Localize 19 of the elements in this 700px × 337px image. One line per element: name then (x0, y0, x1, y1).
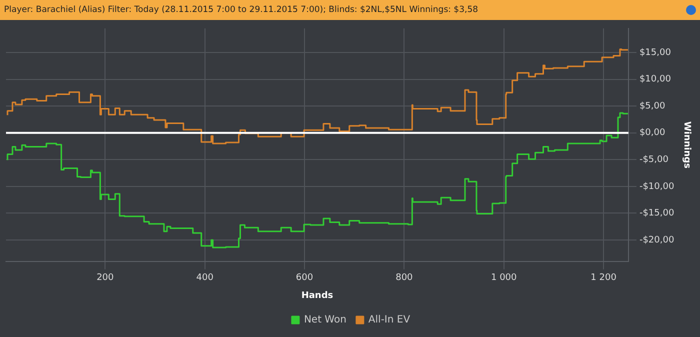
legend-label: All-In EV (368, 314, 410, 326)
y-tick-label: -$10,00 (639, 182, 674, 192)
x-tick-label: 200 (96, 273, 114, 284)
y-tick-label: -$5,00 (639, 154, 669, 165)
x-tick-label: 1 000 (490, 273, 518, 284)
y-tick-label: $10,00 (639, 74, 672, 85)
y-tick-label: $15,00 (639, 48, 672, 58)
x-tick-label: 800 (396, 273, 414, 284)
legend-label: Net Won (304, 314, 346, 326)
x-tick-label: 1 200 (590, 273, 617, 284)
x-tick-label: 400 (196, 273, 214, 284)
chart-title: Player: Barachiel (Alias) Filter: Today (28.11.2015 7:00 to 29.11.2015 7:00); Blinds: $2NL,$5NL Winnings: $3,58 (4, 5, 478, 15)
x-tick-label: 600 (296, 273, 314, 284)
x-axis-title: Hands (301, 290, 334, 301)
y-tick-label: -$20,00 (639, 235, 674, 246)
y-tick-label: $0,00 (639, 128, 666, 138)
y-tick-label: -$15,00 (639, 208, 674, 219)
y-axis-title: Winnings (681, 121, 692, 168)
y-tick-label: $5,00 (639, 101, 666, 112)
